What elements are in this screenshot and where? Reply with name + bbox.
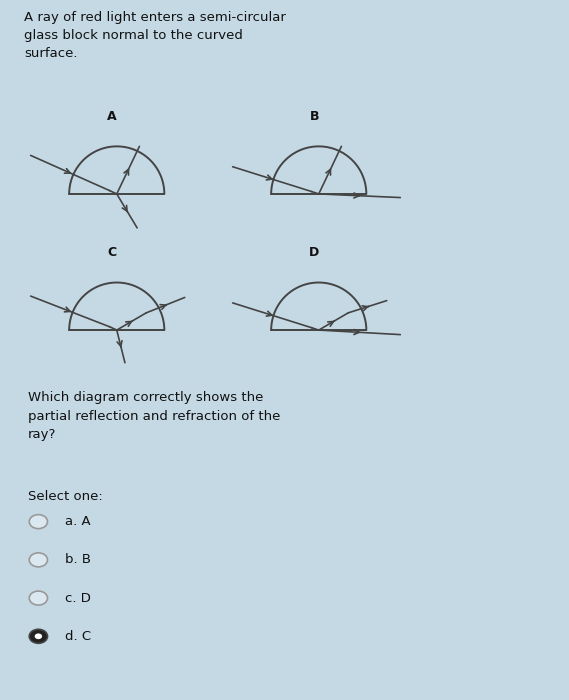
Text: A: A <box>108 110 117 123</box>
Text: B: B <box>310 110 319 123</box>
Text: C: C <box>108 246 117 259</box>
Circle shape <box>35 634 42 639</box>
Circle shape <box>29 553 48 567</box>
Text: a. A: a. A <box>65 515 91 528</box>
Text: A ray of red light enters a semi-circular
glass block normal to the curved
surfa: A ray of red light enters a semi-circula… <box>24 11 286 60</box>
Text: D: D <box>309 246 319 259</box>
Text: c. D: c. D <box>65 592 91 605</box>
Circle shape <box>29 514 48 528</box>
Text: Which diagram correctly shows the
partial reflection and refraction of the
ray?: Which diagram correctly shows the partia… <box>28 391 281 441</box>
Circle shape <box>29 629 48 643</box>
Text: d. C: d. C <box>65 630 92 643</box>
Circle shape <box>29 591 48 605</box>
Text: Select one:: Select one: <box>28 490 103 503</box>
Text: b. B: b. B <box>65 554 92 566</box>
